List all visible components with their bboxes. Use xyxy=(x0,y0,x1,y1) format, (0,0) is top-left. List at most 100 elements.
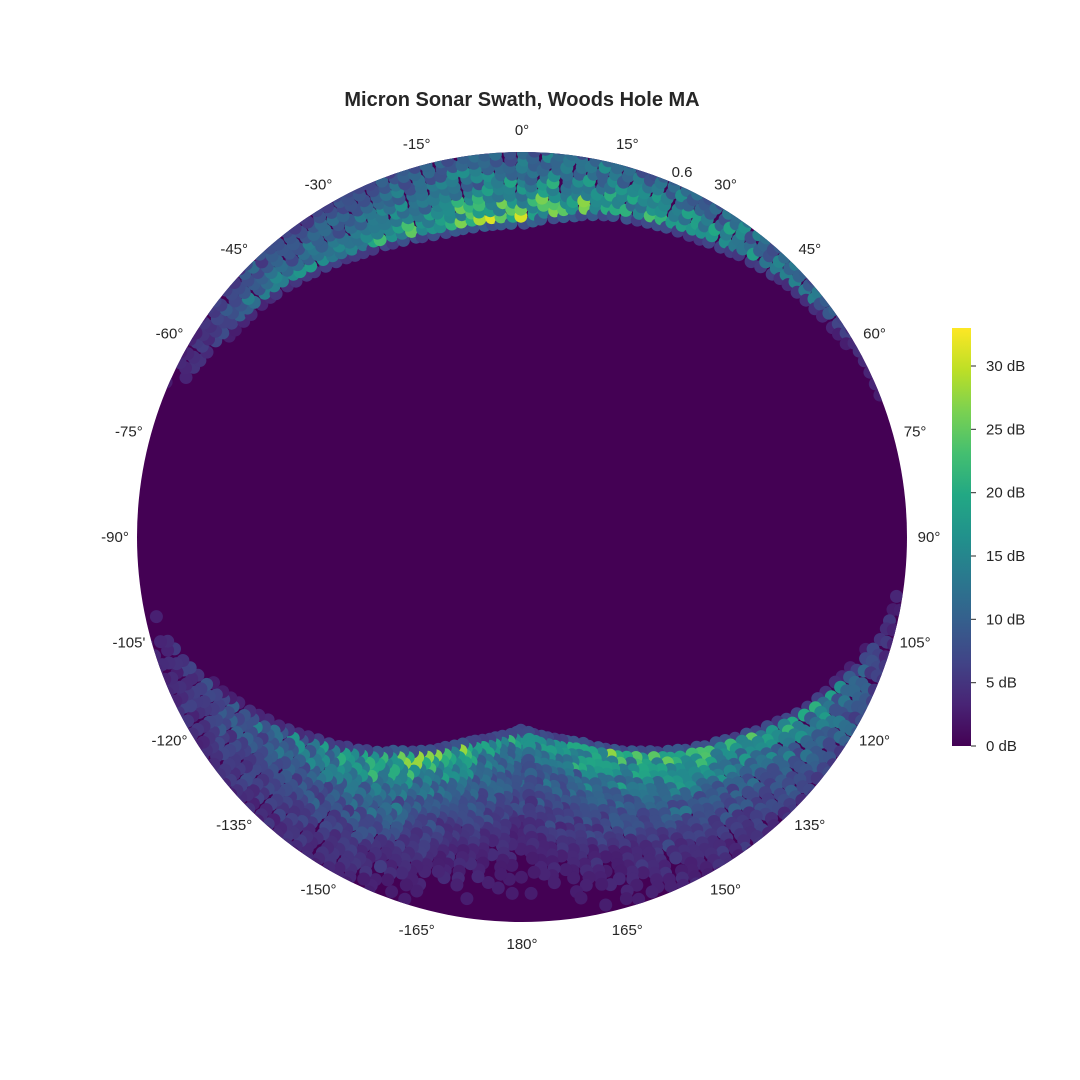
intensity-cell xyxy=(828,302,842,316)
intensity-cell xyxy=(189,326,203,340)
theta-tick-label: 60° xyxy=(863,326,886,343)
intensity-cell xyxy=(227,276,241,289)
intensity-cell xyxy=(208,294,222,308)
intensity-cell xyxy=(657,169,671,183)
theta-tick-label: 15° xyxy=(616,136,639,153)
intensity-cell xyxy=(773,240,787,253)
intensity-cell xyxy=(822,766,836,780)
intensity-cell xyxy=(357,872,371,886)
intensity-cell xyxy=(242,802,256,816)
polar-plot-area xyxy=(137,152,907,922)
intensity-cell xyxy=(399,878,413,892)
intensity-cell xyxy=(528,152,541,158)
intensity-cell xyxy=(347,175,361,189)
intensity-cell xyxy=(723,857,737,871)
intensity-cell xyxy=(246,244,260,258)
intensity-cell xyxy=(893,603,907,617)
theta-tick-label: 105° xyxy=(900,634,931,651)
theta-tick-label: -165° xyxy=(399,922,435,939)
colorbar-tick-label: 30 dB xyxy=(986,358,1025,375)
intensity-cell xyxy=(197,316,211,330)
intensity-cell xyxy=(362,885,376,899)
intensity-cell xyxy=(527,865,541,879)
intensity-cell xyxy=(742,214,756,228)
intensity-cell xyxy=(638,158,652,172)
polar-background xyxy=(137,152,907,922)
intensity-cell xyxy=(265,832,279,846)
intensity-cell xyxy=(185,727,199,741)
intensity-cell xyxy=(553,152,566,162)
intensity-cell xyxy=(866,695,879,709)
intensity-cell xyxy=(880,387,894,401)
intensity-cell xyxy=(636,866,650,880)
intensity-cell xyxy=(148,649,162,663)
intensity-cell xyxy=(815,776,829,790)
intensity-cell xyxy=(789,258,803,271)
intensity-cell xyxy=(712,866,726,880)
intensity-cell xyxy=(480,152,494,155)
intensity-cell xyxy=(181,347,195,361)
colorbar-tick-label: 20 dB xyxy=(986,485,1025,502)
intensity-cell xyxy=(730,209,744,223)
intensity-cell xyxy=(320,200,334,214)
intensity-cell xyxy=(478,152,492,162)
intensity-cell xyxy=(764,833,778,847)
intensity-cell xyxy=(251,814,265,828)
intensity-cell xyxy=(229,796,243,810)
theta-tick-label: -15° xyxy=(403,136,431,153)
intensity-cell xyxy=(420,152,434,165)
theta-tick-label: -120° xyxy=(151,733,187,750)
intensity-cell xyxy=(526,851,539,865)
theta-tick-label: 120° xyxy=(859,733,890,750)
intensity-cell xyxy=(875,374,889,388)
intensity-cell xyxy=(613,154,627,168)
intensity-cell xyxy=(782,812,796,826)
intensity-cell xyxy=(455,152,469,158)
intensity-cell xyxy=(373,168,386,181)
r-tick-label: 0.6 xyxy=(672,164,693,181)
intensity-cell xyxy=(279,838,293,852)
colorbar: 0 dB 5 dB 10 dB 15 dB 20 dB 25 dB 30 dB xyxy=(952,328,1025,755)
intensity-cell xyxy=(460,892,474,906)
theta-tick-label: 150° xyxy=(710,882,741,899)
intensity-cell xyxy=(179,371,193,384)
intensity-cell xyxy=(317,866,331,880)
intensity-cell xyxy=(385,885,399,899)
intensity-cell xyxy=(547,876,561,890)
intensity-cell xyxy=(669,851,683,865)
intensity-cell xyxy=(357,172,371,186)
intensity-cell xyxy=(233,262,247,276)
intensity-cell xyxy=(801,797,815,811)
colorbar-tick-label: 0 dB xyxy=(986,738,1017,755)
intensity-cell xyxy=(176,719,189,733)
theta-tick-label: -105' xyxy=(112,634,145,651)
theta-tick-label: 45° xyxy=(798,241,821,258)
intensity-cell xyxy=(161,694,175,708)
intensity-cell xyxy=(218,777,231,791)
intensity-cell xyxy=(807,788,821,802)
chart-title: Micron Sonar Swath, Woods Hole MA xyxy=(344,89,699,111)
intensity-cell xyxy=(836,311,849,325)
intensity-cell xyxy=(795,793,809,807)
intensity-cell xyxy=(212,280,226,294)
intensity-cell xyxy=(689,877,703,891)
intensity-cell xyxy=(724,200,738,214)
colorbar-tick-label: 25 dB xyxy=(986,421,1025,438)
theta-tick-label: 75° xyxy=(904,424,927,441)
colorbar-ticks: 0 dB 5 dB 10 dB 15 dB 20 dB 25 dB 30 dB xyxy=(971,358,1025,755)
intensity-cell xyxy=(374,860,387,873)
intensity-cell xyxy=(816,280,829,294)
theta-tick-label: -150° xyxy=(300,882,336,899)
intensity-cell xyxy=(873,388,887,402)
intensity-cell xyxy=(308,857,321,871)
intensity-cell xyxy=(310,204,323,218)
intensity-cell xyxy=(339,876,353,890)
intensity-cell xyxy=(259,824,273,838)
theta-tick-label: 135° xyxy=(794,817,825,834)
intensity-cell xyxy=(753,220,767,234)
intensity-cell xyxy=(537,867,551,881)
intensity-cell xyxy=(285,214,299,228)
intensity-cell xyxy=(761,826,775,840)
intensity-cell xyxy=(693,180,707,194)
